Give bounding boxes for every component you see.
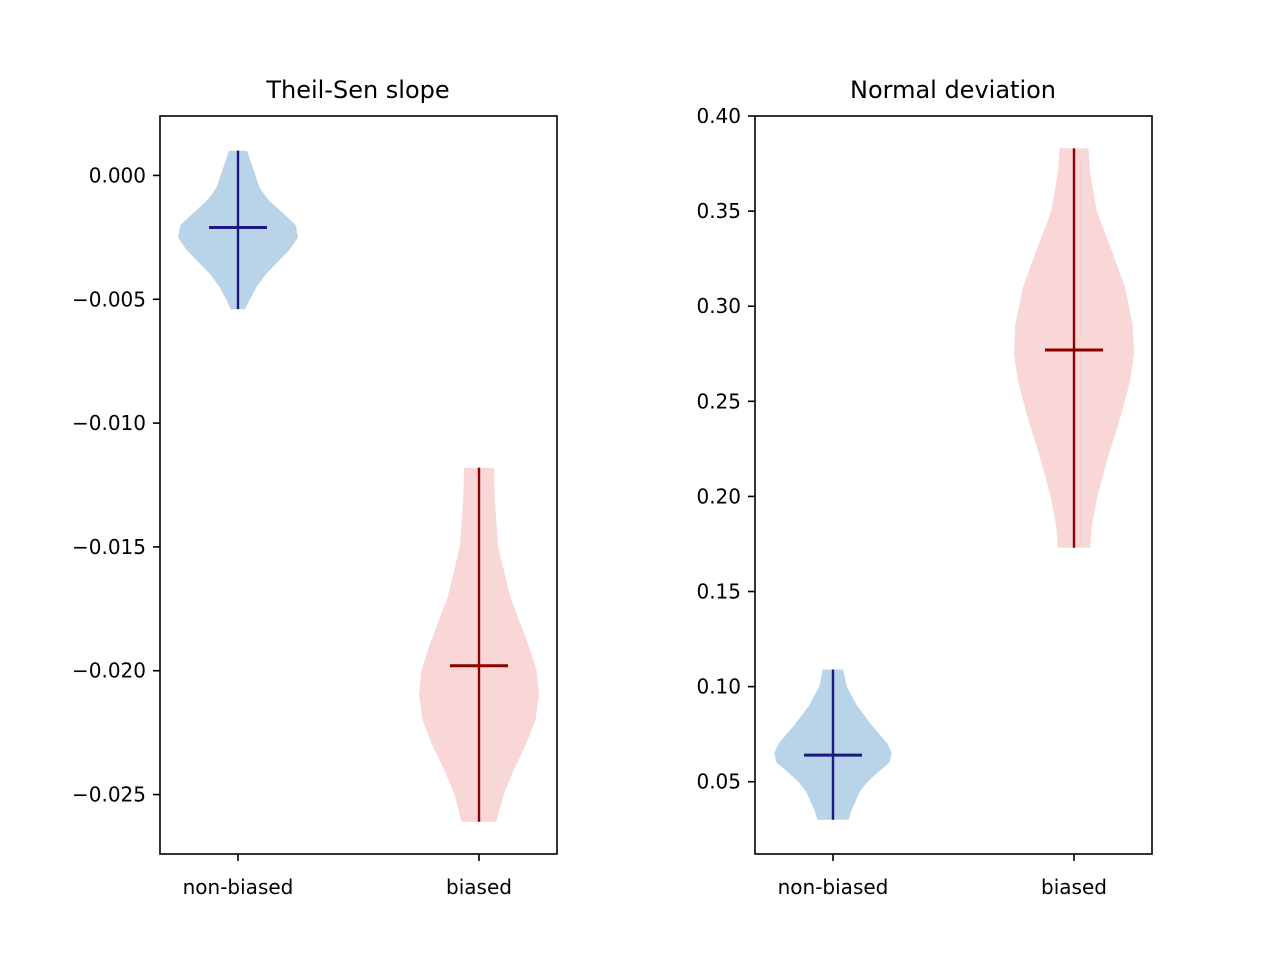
y-tick-label: −0.005: [72, 287, 146, 311]
y-tick-label: −0.015: [72, 535, 146, 559]
y-tick-label: −0.025: [72, 783, 146, 807]
y-axis: 0.05 0.10 0.15 0.20 0.25 0.30 0.35 0.40: [696, 104, 755, 794]
panel-title: Normal deviation: [850, 76, 1056, 104]
y-tick-label: −0.010: [72, 411, 146, 435]
x-axis: non-biased biased: [778, 854, 1107, 899]
y-tick-label: 0.40: [696, 104, 741, 128]
plot-frame: [159, 115, 558, 855]
y-axis: 0.000 −0.005 −0.010 −0.015 −0.020 −0.025: [72, 163, 160, 807]
plot-frame: [754, 115, 1153, 855]
y-tick-label: 0.30: [696, 294, 741, 318]
category-label-non-biased: non-biased: [183, 875, 294, 899]
y-tick-label: 0.20: [696, 484, 741, 508]
category-label-biased: biased: [1041, 875, 1107, 899]
category-label-biased: biased: [446, 875, 512, 899]
x-axis: non-biased biased: [183, 854, 512, 899]
violins: [774, 148, 1134, 820]
y-tick-label: 0.25: [696, 389, 741, 413]
violins: [178, 150, 539, 822]
y-tick-label: 0.05: [696, 770, 741, 794]
panel-normal-deviation: Normal deviation 0.05 0.10 0.15 0.20 0.25 0.3…: [696, 76, 1153, 899]
y-tick-label: 0.35: [696, 199, 741, 223]
category-label-non-biased: non-biased: [778, 875, 889, 899]
y-tick-label: 0.000: [89, 163, 146, 187]
y-tick-label: 0.10: [696, 675, 741, 699]
y-tick-label: −0.020: [72, 659, 146, 683]
panel-title: Theil-Sen slope: [265, 76, 449, 104]
y-tick-label: 0.15: [696, 580, 741, 604]
panel-theil-sen-slope: Theil-Sen slope 0.000 −0.005 −0.010 −0.015 −…: [72, 76, 558, 899]
